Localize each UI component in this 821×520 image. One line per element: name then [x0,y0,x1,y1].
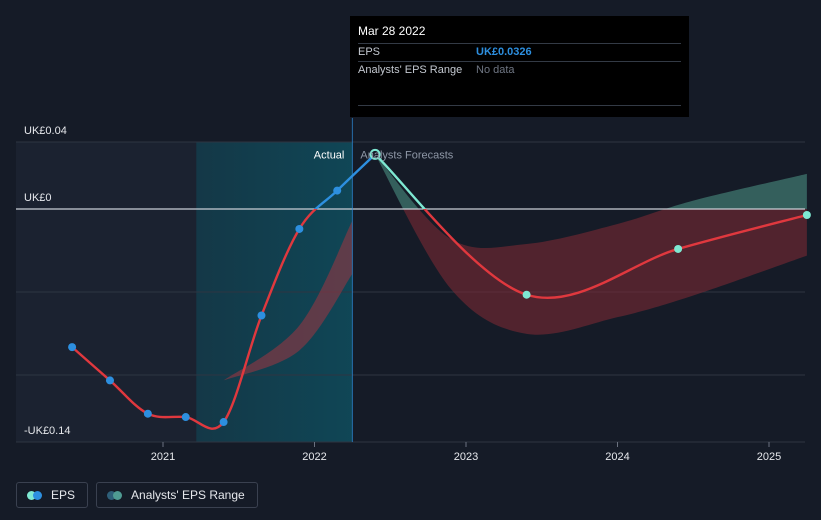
x-tick-label: 2022 [302,451,326,463]
y-tick-label: -UK£0.14 [24,425,70,437]
eps-point[interactable] [181,413,190,422]
eps-line-positive [313,153,376,209]
tooltip-eps-row: EPS UK£0.0326 [358,43,681,61]
past-range-band [223,220,353,381]
x-tick-label: 2024 [605,451,629,463]
forecast-point[interactable] [802,210,811,219]
eps-point[interactable] [143,409,152,418]
eps-point[interactable] [257,311,266,320]
legend-eps[interactable]: EPS [16,482,89,508]
eps-point[interactable] [333,186,342,195]
tooltip-eps-value: UK£0.0326 [476,46,532,58]
y-tick-label: UK£0 [24,192,52,204]
forecast-range-band [403,209,807,335]
actual-annotation: Actual [314,149,345,161]
legend-eps-label: EPS [51,488,76,502]
eps-point[interactable] [219,418,228,427]
forecast-point[interactable] [674,244,683,253]
legend-range-label: Analysts' EPS Range [131,488,245,502]
tooltip-divider [358,105,681,106]
eps-points [68,148,811,427]
eps-point[interactable] [369,148,381,160]
tooltip-range-value: No data [476,64,515,76]
forecast-range-band-positive [375,154,807,209]
eps-line-negative [422,209,808,300]
eps-legend-icon [27,490,43,500]
forecast-point[interactable] [522,290,531,299]
eps-lines [71,153,808,430]
eps-point[interactable] [295,224,304,233]
tooltip-range-label: Analysts' EPS Range [358,64,463,76]
forecast-annotation: Analysts Forecasts [360,149,453,161]
x-tick-label: 2023 [454,451,478,463]
eps-point[interactable] [105,376,114,385]
tooltip-eps-label: EPS [358,46,381,58]
legend-eps-range[interactable]: Analysts' EPS Range [96,482,258,508]
eps-point[interactable] [68,343,77,352]
tooltip-range-row: Analysts' EPS Range No data [358,61,681,79]
chart-tooltip: Mar 28 2022 EPS UK£0.0326 Analysts' EPS … [350,16,689,117]
eps-range-legend-icon [107,490,123,500]
x-axis-ticks: 2021 2022 2023 2024 2025 [151,442,781,463]
y-tick-label: UK£0.04 [24,125,67,137]
tooltip-date: Mar 28 2022 [358,24,426,38]
eps-line-negative [71,209,318,430]
chart-legend: EPS Analysts' EPS Range [16,482,258,508]
x-tick-label: 2025 [757,451,781,463]
x-tick-label: 2021 [151,451,175,463]
